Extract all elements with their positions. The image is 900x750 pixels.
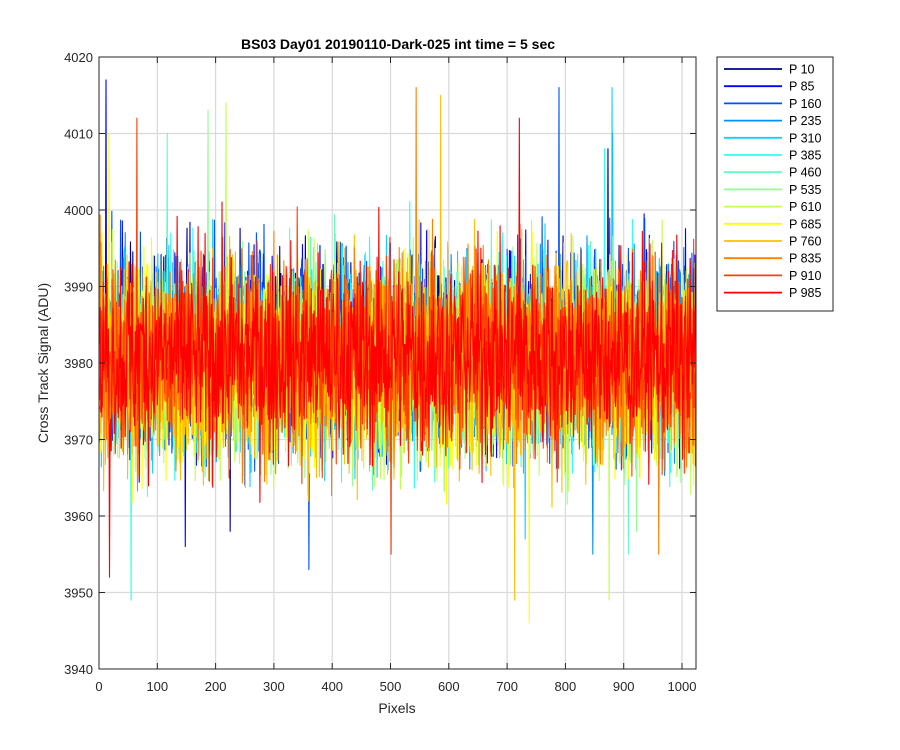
legend-label: P 310	[789, 131, 821, 145]
legend-item: P 985	[724, 286, 821, 300]
legend-label: P 85	[789, 80, 815, 94]
series-layer	[99, 79, 696, 624]
legend-item: P 685	[724, 217, 821, 231]
legend-label: P 835	[789, 252, 821, 266]
legend-item: P 535	[724, 183, 821, 197]
x-tick-label: 900	[613, 679, 635, 694]
legend-label: P 160	[789, 97, 821, 111]
legend-label: P 10	[789, 63, 815, 77]
axis-ticks	[98, 56, 696, 670]
legend-item: P 760	[724, 235, 821, 249]
y-tick-label: 3980	[64, 356, 93, 371]
legend-item: P 85	[724, 80, 815, 94]
y-tick-label: 4020	[64, 50, 93, 65]
x-tick-label: 400	[321, 679, 343, 694]
legend-item: P 235	[724, 114, 821, 128]
legend-items: P 10 P 85 P 160 P 235 P 310 P 385 P 460 P 535 P …	[724, 63, 821, 300]
legend-box	[716, 56, 834, 312]
series-line-p985	[99, 117, 696, 578]
chart-title: BS03 Day01 20190110-Dark-025 int time = …	[241, 36, 555, 52]
legend-label: P 760	[789, 235, 821, 249]
legend-item: P 910	[724, 269, 821, 283]
y-axis-label: Cross Track Signal (ADU)	[35, 283, 51, 443]
legend-label: P 910	[789, 269, 821, 283]
legend: P 10 P 85 P 160 P 235 P 310 P 385 P 460 P 535 P …	[716, 56, 834, 312]
legend-label: P 460	[789, 166, 821, 180]
y-tick-label: 3960	[64, 509, 93, 524]
legend-item: P 385	[724, 149, 821, 163]
x-tick-label: 0	[95, 679, 102, 694]
y-tick-label: 3990	[64, 280, 93, 295]
y-tick-label: 4010	[64, 127, 93, 142]
x-tick-label: 800	[555, 679, 577, 694]
legend-item: P 160	[724, 97, 821, 111]
legend-label: P 535	[789, 183, 821, 197]
y-tick-label: 3940	[64, 662, 93, 677]
legend-label: P 685	[789, 217, 821, 231]
legend-item: P 310	[724, 131, 821, 145]
x-tick-label: 700	[496, 679, 518, 694]
x-tick-label: 300	[263, 679, 285, 694]
x-tick-label: 600	[438, 679, 460, 694]
legend-item: P 610	[724, 200, 821, 214]
x-tick-labels: 0 100 200 300 400 500 600 700 800 900 1000	[95, 679, 696, 694]
legend-label: P 385	[789, 149, 821, 163]
x-axis-label: Pixels	[378, 700, 415, 716]
legend-label: P 235	[789, 114, 821, 128]
legend-label: P 610	[789, 200, 821, 214]
legend-item: P 835	[724, 252, 821, 266]
legend-item: P 460	[724, 166, 821, 180]
x-tick-label: 100	[146, 679, 168, 694]
y-tick-label: 3970	[64, 433, 93, 448]
y-tick-label: 3950	[64, 586, 93, 601]
legend-item: P 10	[724, 63, 815, 77]
legend-label: P 985	[789, 286, 821, 300]
x-tick-label: 200	[205, 679, 227, 694]
x-tick-label: 500	[380, 679, 402, 694]
y-tick-labels: 3940 3950 3960 3970 3980 3990 4000 4010 4020	[64, 50, 93, 677]
y-tick-label: 4000	[64, 203, 93, 218]
x-tick-label: 1000	[668, 679, 697, 694]
